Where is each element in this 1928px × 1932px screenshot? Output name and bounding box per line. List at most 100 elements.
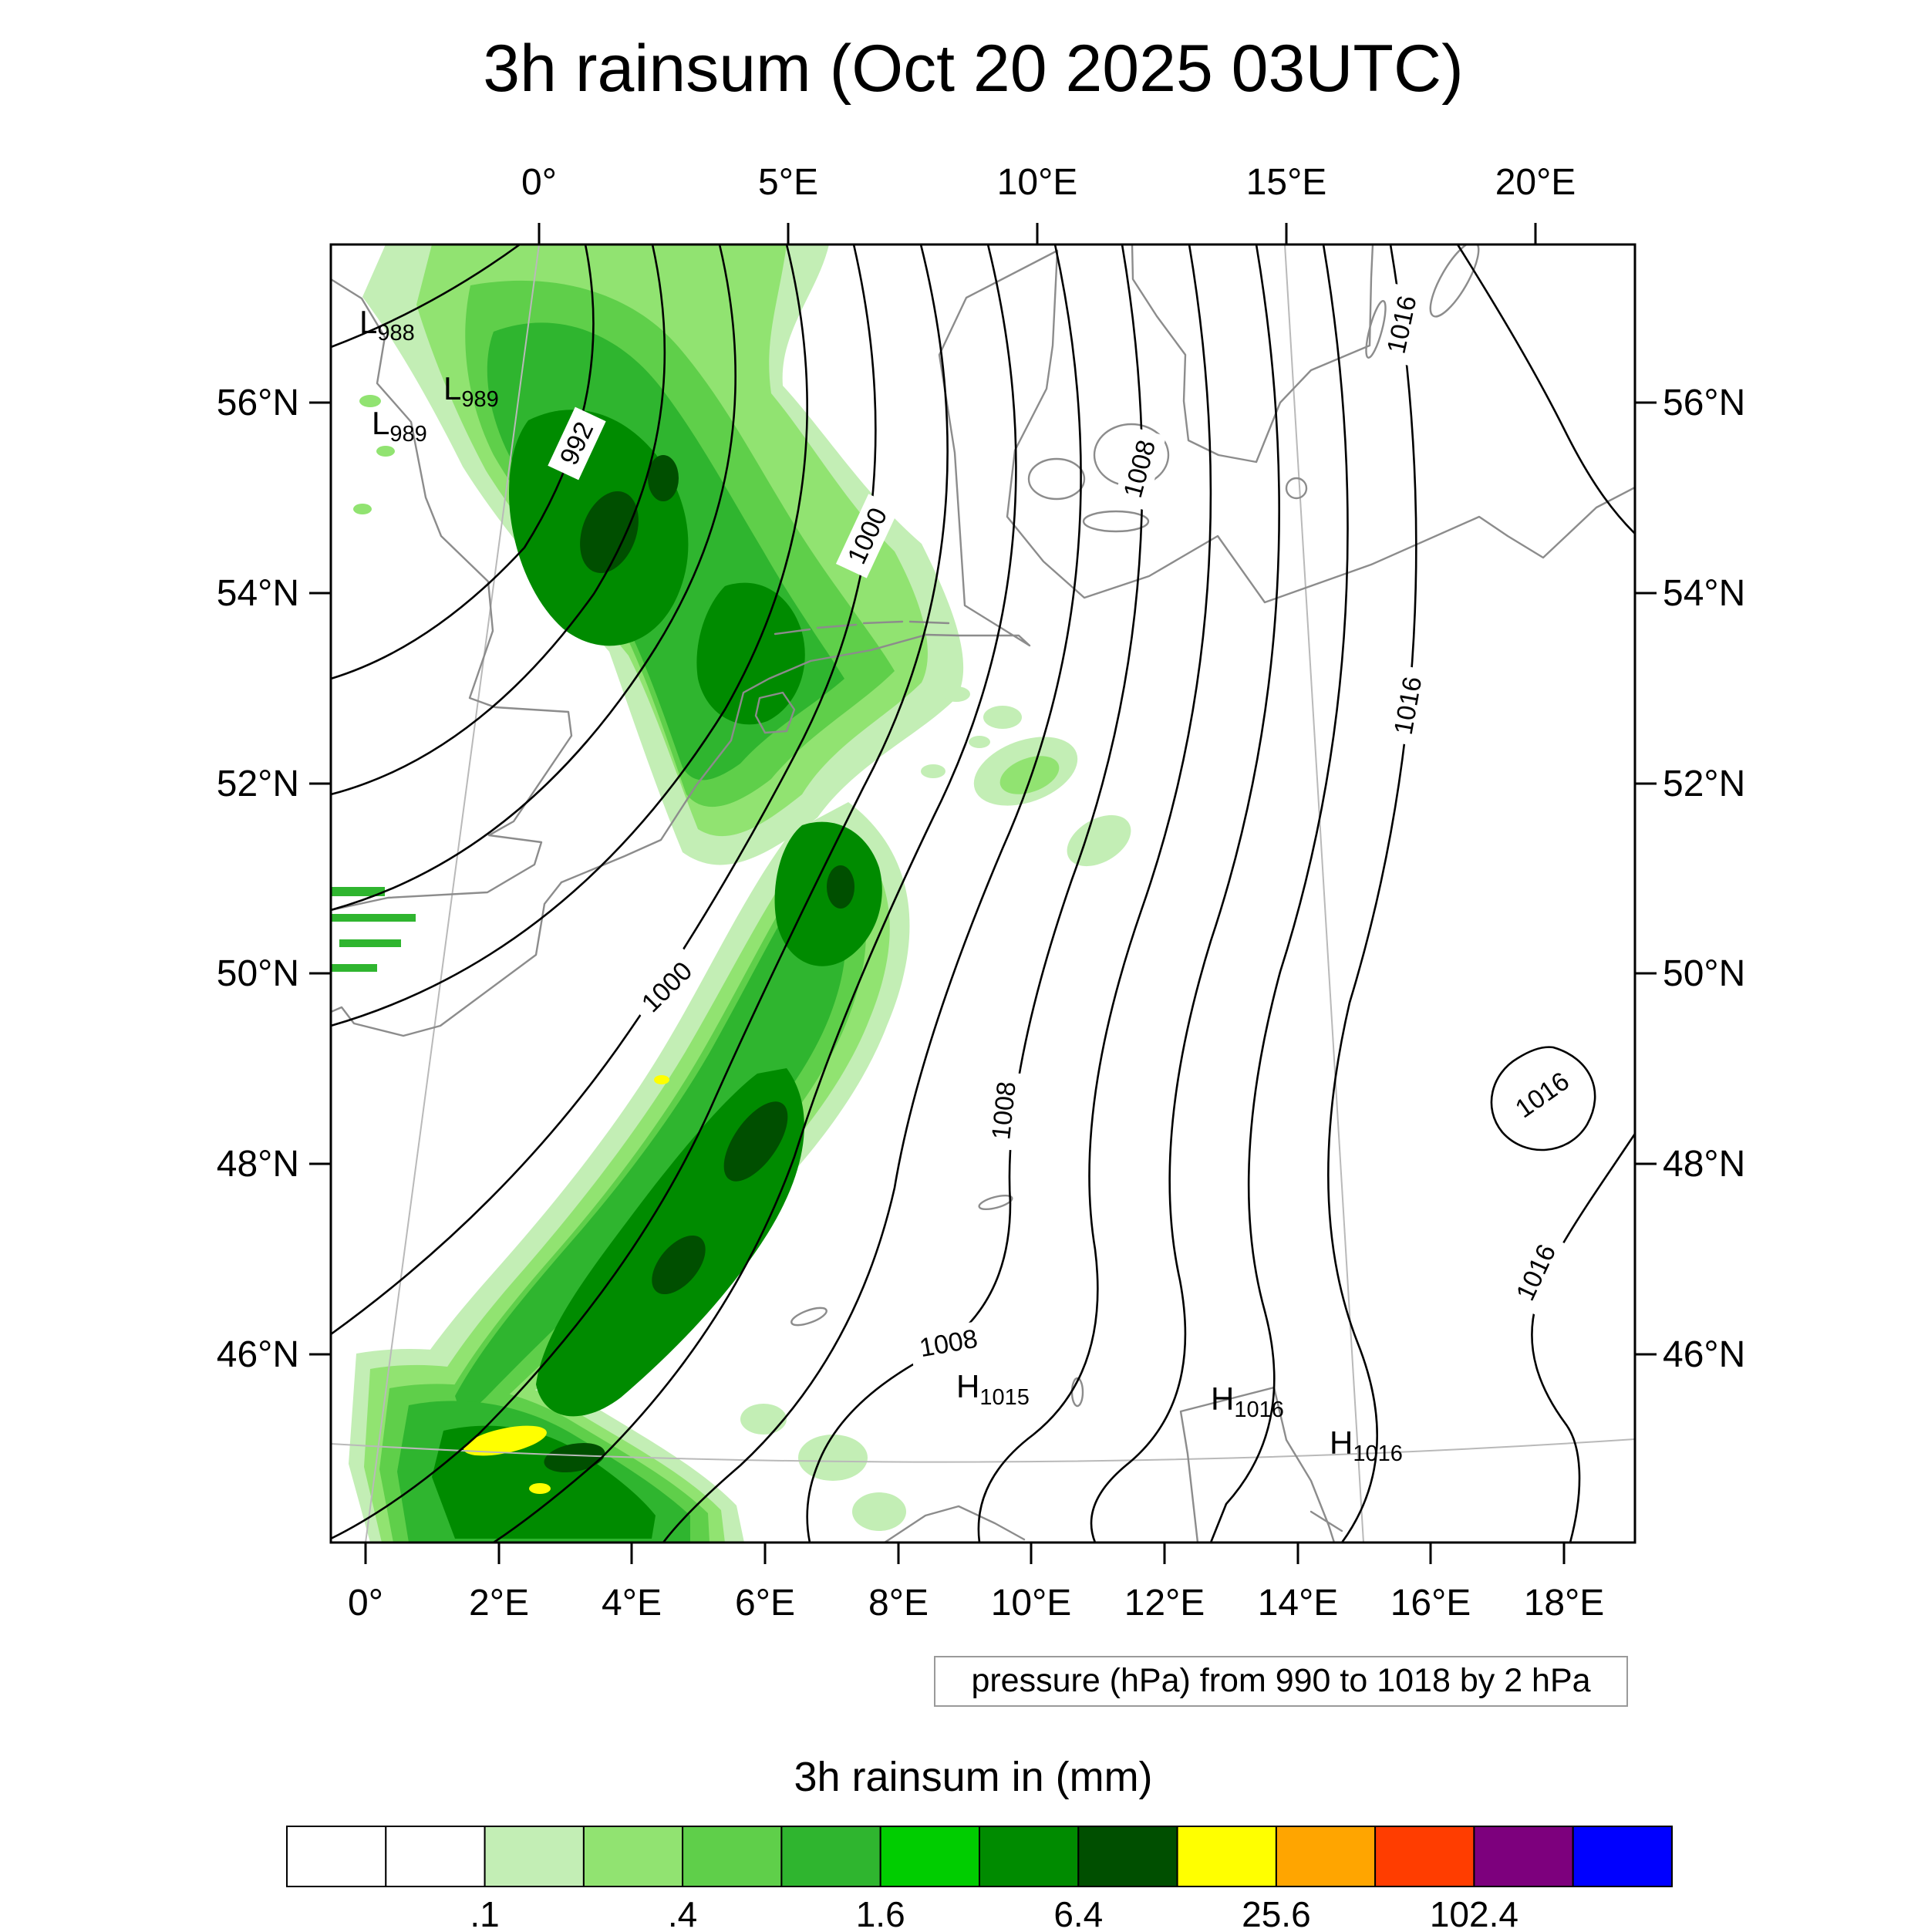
left-axis-tick-label: 50°N — [217, 953, 299, 994]
colorbar-swatch — [582, 1826, 684, 1887]
colorbar-swatch — [879, 1826, 980, 1887]
top-axis-tick-label: 15°E — [1246, 162, 1327, 203]
rain-blob — [331, 914, 416, 922]
rain-core — [827, 865, 854, 909]
colorbar-swatch — [1275, 1826, 1377, 1887]
colorbar-swatch — [1572, 1826, 1673, 1887]
meridian-15E — [1284, 244, 1364, 1543]
isobar-1008 — [806, 244, 1144, 1543]
isobar-998 — [331, 244, 808, 1027]
rain-shading-yellow — [463, 976, 691, 1494]
rain-core — [580, 491, 639, 574]
frisian-islands — [774, 620, 950, 636]
pressure-contour-label: 1016 — [1384, 664, 1432, 747]
low-centre: L989 — [443, 370, 499, 412]
left-axis: 56°N 54°N 52°N 50°N 48°N 46°N — [217, 383, 299, 1375]
svg-text:1008: 1008 — [917, 1324, 979, 1364]
colorbar-swatch — [979, 1826, 1080, 1887]
colorbar-swatch — [1077, 1826, 1178, 1887]
rain-maximum — [529, 1483, 551, 1494]
rain-blob — [969, 736, 990, 748]
top-axis-tick-label: 10°E — [997, 162, 1078, 203]
rain-shading-level6 — [544, 455, 854, 1473]
rain-blob — [359, 395, 381, 407]
rain-blob — [740, 1404, 787, 1435]
colorbar-labels: .1 .4 1.6 6.4 25.6 102.4 — [470, 1894, 1518, 1932]
isobar-1004 — [492, 244, 1017, 1543]
rain-blob — [798, 1435, 868, 1481]
rain-blob — [331, 887, 385, 896]
bottom-axis-tick-label: 2°E — [469, 1583, 529, 1623]
top-axis-tick-label: 20°E — [1495, 162, 1576, 203]
rain-blob — [999, 756, 1060, 794]
colorbar-swatch — [484, 1826, 585, 1887]
colorbar-title: 3h rainsum in (mm) — [794, 1754, 1152, 1800]
colorbar-tick-label: .1 — [470, 1894, 499, 1928]
rain-core — [648, 455, 679, 501]
svg-text:1016: 1016 — [1382, 293, 1423, 356]
right-axis: 56°N 54°N 52°N 50°N 48°N 46°N — [1663, 383, 1745, 1375]
bottom-axis-tick-label: 14°E — [1258, 1583, 1339, 1623]
right-axis-tick-label: 46°N — [1663, 1334, 1745, 1375]
pressure-contour-label: 1016 — [1504, 1230, 1569, 1315]
island-fyn — [1027, 457, 1086, 501]
colorbar-tick-label: 6.4 — [1053, 1894, 1103, 1928]
right-axis-tick-label: 50°N — [1663, 953, 1745, 994]
colorbar-tick-label: 25.6 — [1242, 1894, 1311, 1928]
high-centre: H1016 — [1211, 1381, 1284, 1422]
colorbar-swatch — [385, 1826, 486, 1887]
island-gotland — [1429, 244, 1480, 318]
left-axis-tick-label: 52°N — [217, 764, 299, 804]
rain-blob — [983, 706, 1022, 729]
caption-text: pressure (hPa) from 990 to 1018 by 2 hPa — [971, 1662, 1590, 1699]
isobar-1010 — [977, 244, 1212, 1543]
rain-maximum — [654, 1075, 669, 1084]
pressure-contour-label: 1016 — [1501, 1059, 1584, 1131]
rain-maximum — [463, 1425, 547, 1456]
isobar-1016-cell — [1490, 1046, 1596, 1151]
rain-core — [723, 1101, 788, 1182]
left-axis-tick-label: 46°N — [217, 1334, 299, 1375]
left-axis-tick-label: 54°N — [217, 573, 299, 614]
isobar-994 — [331, 244, 666, 796]
bottom-axis: 0° 2°E 4°E 6°E 8°E 10°E 12°E 14°E 16°E 1… — [348, 1583, 1604, 1623]
coastline-liguria — [883, 1505, 1026, 1543]
isobar-996 — [331, 244, 736, 912]
rain-blob — [376, 446, 395, 457]
rain-core — [544, 1442, 605, 1473]
rain-core — [696, 582, 805, 725]
low-centre: L988 — [359, 304, 415, 346]
bottom-axis-tick-label: 6°E — [735, 1583, 795, 1623]
right-axis-tick-label: 48°N — [1663, 1144, 1745, 1185]
colorbar-tick-label: .4 — [668, 1894, 697, 1928]
chart-title: 3h rainsum (Oct 20 2025 03UTC) — [483, 32, 1463, 106]
bottom-axis-tick-label: 18°E — [1524, 1583, 1605, 1623]
isobar-1018 — [1456, 244, 1635, 535]
left-axis-tick-label: 48°N — [217, 1144, 299, 1185]
colorbar-swatch — [1374, 1826, 1475, 1887]
top-axis-tick-label: 5°E — [758, 162, 818, 203]
right-axis-tick-label: 54°N — [1663, 573, 1745, 614]
rain-core — [652, 1235, 706, 1295]
island-oland — [1365, 300, 1387, 359]
coastline-sweden — [1131, 244, 1374, 464]
island-bornholm — [1285, 477, 1308, 500]
rain-blob — [1067, 814, 1131, 867]
rain-blob — [339, 939, 401, 947]
bottom-axis-tick-label: 4°E — [602, 1583, 662, 1623]
pressure-contour-label: 1008 — [1113, 427, 1167, 511]
map-border — [329, 243, 1636, 1544]
colorbar-swatch — [682, 1826, 783, 1887]
pressure-centres: L988 L989 L989 H1015 H1016 H1016 — [359, 304, 1403, 1466]
left-axis-tick-label: 56°N — [217, 383, 299, 423]
rain-blob — [331, 964, 377, 972]
isobar-1006 — [662, 244, 1082, 1543]
pressure-contour-label: 1008 — [907, 1320, 990, 1367]
isobar-1000 — [331, 244, 877, 1336]
lake-constance — [978, 1194, 1013, 1211]
isobar-1016-main — [1327, 244, 1417, 1543]
isobar-1014 — [1209, 244, 1349, 1543]
coastline-france-channel — [331, 881, 563, 1037]
island-lolland — [1082, 510, 1150, 533]
